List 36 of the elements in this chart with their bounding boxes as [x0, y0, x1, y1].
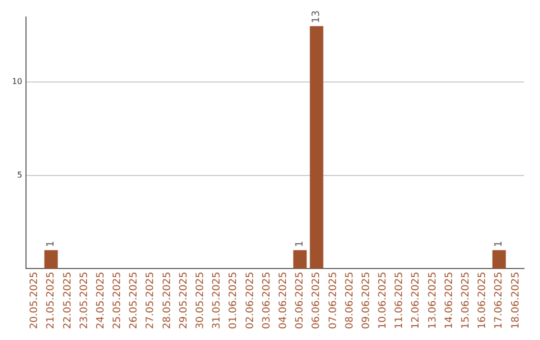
y-tick-label: 10: [12, 77, 22, 86]
x-tick-label: 10.06.2025: [378, 272, 389, 330]
x-tick-label: 21.05.2025: [46, 272, 57, 330]
x-tick-label: 18.06.2025: [510, 272, 522, 330]
x-tick-label: 26.05.2025: [128, 272, 140, 330]
x-tick-label: 15.06.2025: [460, 272, 472, 330]
x-tick-label: 27.05.2025: [145, 272, 156, 330]
x-tick-label: 31.05.2025: [212, 272, 223, 330]
x-tick-label: 08.06.2025: [344, 272, 356, 330]
data-label: 1: [494, 240, 505, 248]
x-tick-label: 29.05.2025: [178, 272, 190, 330]
x-tick-label: 23.05.2025: [78, 272, 90, 330]
x-tick-label: 07.06.2025: [328, 272, 339, 330]
x-tick-label: 28.05.2025: [162, 272, 173, 330]
x-tick-label: 04.06.2025: [278, 272, 289, 330]
x-tick-label: 20.05.2025: [29, 272, 40, 330]
x-tick-label: 24.05.2025: [95, 272, 106, 330]
x-tick-label: 14.06.2025: [444, 272, 455, 330]
x-tick-label: 17.06.2025: [494, 272, 505, 330]
x-tick-label: 05.06.2025: [294, 272, 306, 330]
x-tick-label: 01.06.2025: [228, 272, 240, 330]
x-tick-label: 12.06.2025: [410, 272, 422, 330]
x-tick-label: 11.06.2025: [394, 272, 406, 330]
y-tick-label: 5: [17, 170, 22, 180]
data-label: 1: [46, 240, 57, 248]
x-tick-label: 30.05.2025: [195, 272, 206, 330]
x-tick-label: 02.06.2025: [244, 272, 256, 330]
x-tick-label: 25.05.2025: [112, 272, 124, 330]
x-tick-label: 03.06.2025: [261, 272, 272, 330]
x-tick-label: 09.06.2025: [360, 272, 372, 330]
data-label: 13: [311, 10, 322, 24]
x-tick-label: 22.05.2025: [62, 272, 74, 330]
x-tick-label: 13.06.2025: [427, 272, 438, 330]
x-tick-label: 16.06.2025: [477, 272, 488, 330]
x-tick-label: 06.06.2025: [311, 272, 322, 330]
data-label: 1: [294, 240, 306, 248]
